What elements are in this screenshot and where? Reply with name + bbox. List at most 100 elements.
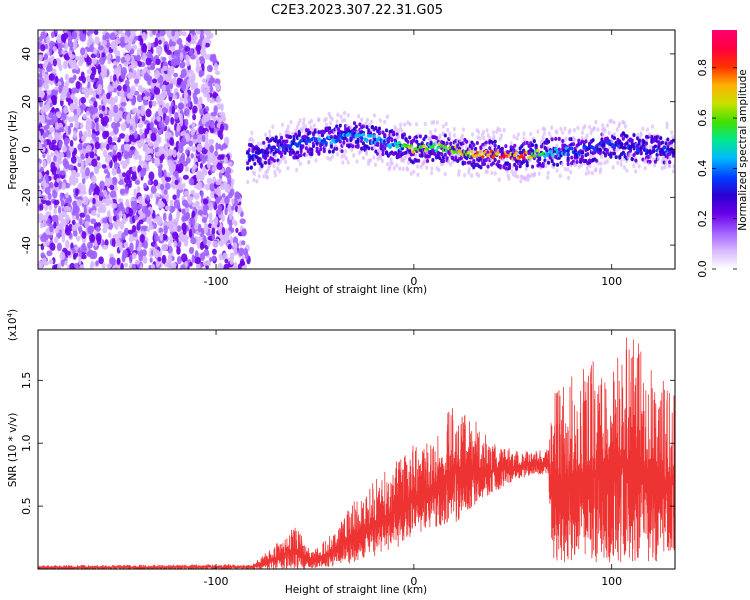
spectrogram-halo-cell [599, 161, 603, 166]
spectrogram-noise-cell [219, 123, 224, 133]
spectrogram-halo-cell [297, 121, 301, 126]
spectrogram-noise-cell [81, 231, 87, 239]
spectrogram-noise-cell [191, 254, 195, 264]
spectrogram-noise-cell [169, 199, 174, 206]
spectrogram-noise-cell [41, 69, 46, 77]
spectrogram-halo-cell [482, 145, 486, 150]
spectrogram-noise-cell [209, 77, 216, 84]
spectrogram-noise-cell [55, 75, 59, 84]
spectrogram-noise-cell [76, 199, 83, 207]
spectrogram-noise-cell [125, 207, 129, 215]
spectrogram-noise-cell [125, 170, 131, 180]
spectrogram-noise-cell [188, 177, 195, 186]
spectrogram-noise-cell [179, 52, 184, 62]
spectrogram-halo-cell [541, 134, 545, 140]
spectrogram-noise-cell [102, 130, 108, 140]
spectrogram-noise-cell [81, 177, 86, 185]
spectrogram-noise-cell [194, 224, 198, 230]
spectrogram-noise-cell [116, 168, 121, 174]
spectrogram-halo-cell [610, 138, 614, 144]
spectrogram-halo-cell [594, 119, 598, 125]
spectrogram-halo-cell [648, 132, 652, 137]
spectrogram-noise-cell [204, 130, 209, 140]
spectrogram-halo-cell [427, 136, 431, 141]
spectrogram-track-cell [299, 149, 303, 154]
spectrogram-halo-cell [310, 118, 314, 124]
spectrogram-core-cell [653, 144, 658, 149]
spectrogram-track-cell [660, 140, 665, 145]
spectrogram-halo-cell [596, 127, 600, 132]
spectrogram-noise-cell [53, 199, 60, 206]
spectrogram-noise-cell [177, 102, 185, 110]
spectrogram-noise-cell [165, 148, 170, 156]
spectrogram-noise-cell [106, 143, 110, 151]
spectrogram-noise-cell [195, 171, 201, 180]
spectrogram-noise-cell [62, 60, 68, 70]
spectrogram-y-tick-label: 40 [20, 47, 33, 61]
spectrogram-track-cell [493, 158, 497, 163]
spectrogram-halo-cell [283, 155, 287, 160]
spectrogram-halo-cell [460, 133, 464, 138]
spectrogram-noise-cell [117, 198, 124, 204]
spectrogram-halo-cell [278, 169, 282, 174]
spectrogram-halo-cell [246, 179, 250, 185]
spectrogram-noise-cell [145, 57, 152, 66]
spectrogram-noise-cell [73, 147, 78, 155]
spectrogram-noise-cell [49, 127, 55, 133]
spectrogram-track-cell [571, 142, 576, 147]
spectrogram-noise-cell [184, 46, 191, 52]
spectrogram-track-cell [310, 152, 314, 157]
spectrogram-noise-cell [44, 174, 49, 182]
spectrogram-noise-cell [211, 248, 217, 255]
spectrogram-noise-cell [91, 209, 97, 217]
spectrogram-noise-cell [163, 189, 168, 195]
spectrogram-track-cell [377, 126, 382, 131]
spectrogram-noise-cell [89, 262, 94, 269]
spectrogram-track-cell [265, 153, 269, 158]
spectrogram-halo-cell [482, 136, 486, 141]
spectrogram-noise-cell [126, 85, 131, 95]
spectrogram-noise-cell [128, 71, 133, 79]
spectrogram-track-cell [256, 147, 260, 152]
spectrogram-noise-cell [144, 128, 150, 135]
spectrogram-noise-cell [131, 263, 136, 269]
spectrogram-track-cell [456, 143, 460, 148]
spectrogram-noise-cell [147, 42, 152, 51]
spectrogram-halo-cell [298, 118, 302, 123]
spectrogram-halo-cell [589, 153, 593, 159]
spectrogram-track-cell [632, 146, 636, 151]
spectrogram-noise-cell [198, 96, 203, 104]
spectrogram-track-cell [352, 121, 357, 126]
spectrogram-noise-cell [128, 135, 133, 141]
spectrogram-halo-cell [614, 148, 618, 153]
spectrogram-halo-cell [452, 126, 456, 132]
spectrogram-noise-cell [155, 58, 161, 66]
spectrogram-halo-cell [397, 134, 401, 139]
spectrogram-track-cell [246, 161, 250, 166]
spectrogram-track-cell [554, 136, 558, 141]
spectrogram-halo-cell [326, 155, 330, 161]
spectrogram-noise-cell [195, 64, 200, 73]
spectrogram-noise-cell [108, 232, 112, 239]
spectrogram-noise-cell [86, 57, 92, 66]
spectrogram-track-cell [351, 144, 355, 149]
spectrogram-noise-cell [92, 197, 96, 205]
spectrogram-track-cell [274, 135, 278, 140]
spectrogram-noise-cell [193, 192, 200, 200]
spectrogram-noise-cell [188, 228, 193, 238]
spectrogram-noise-cell [185, 156, 191, 164]
spectrogram-core-cell [601, 143, 606, 147]
snr-y-axis-label: SNR (10 * v/v) [7, 413, 19, 488]
spectrogram-noise-cell [133, 188, 137, 198]
spectrogram-noise-cell [204, 53, 211, 60]
spectrogram-halo-cell [588, 163, 592, 169]
spectrogram-noise-cell [194, 256, 202, 265]
spectrogram-noise-cell [62, 37, 67, 44]
spectrogram-noise-cell [241, 240, 246, 246]
spectrogram-halo-cell [559, 126, 563, 132]
spectrogram-noise-cell [219, 183, 226, 191]
spectrogram-noise-cell [138, 219, 144, 225]
spectrogram-core-cell [580, 151, 585, 155]
spectrogram-track-cell [595, 158, 599, 163]
spectrogram-noise-cell [61, 182, 66, 191]
